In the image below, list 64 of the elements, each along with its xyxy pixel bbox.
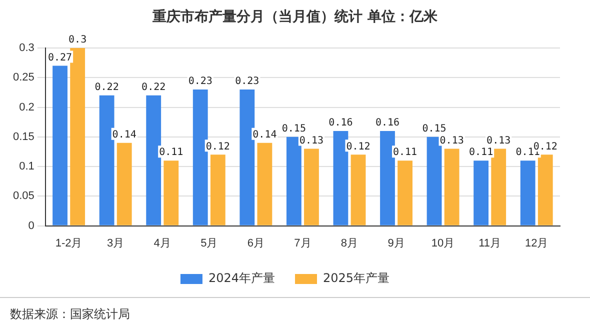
data-label: 0.15	[422, 123, 446, 134]
bar	[164, 160, 179, 226]
bar	[146, 95, 162, 226]
x-tick-label: 9月	[388, 237, 405, 250]
data-label: 0.22	[142, 82, 166, 94]
bar	[444, 148, 460, 226]
data-label: 0.11	[469, 147, 494, 158]
chart-title: 重庆市布产量分月（当月值）统计 单位：亿米	[152, 8, 438, 26]
data-label: 0.16	[375, 118, 400, 129]
bar	[52, 66, 68, 226]
source-note: 数据来源：国家统计局	[10, 306, 130, 323]
data-label: 0.22	[94, 82, 119, 94]
y-tick-label: 0.25	[12, 72, 34, 84]
bar	[520, 160, 536, 226]
bar	[538, 154, 553, 226]
legend-label: 2024年产量	[208, 271, 276, 286]
data-label: 0.14	[112, 129, 136, 140]
data-label: 0.12	[206, 141, 230, 152]
bar	[240, 89, 255, 226]
data-label: 0.11	[159, 147, 184, 158]
bar	[257, 142, 272, 226]
bar	[304, 148, 319, 226]
data-label: 0.12	[346, 141, 370, 152]
x-tick-label: 8月	[340, 237, 358, 250]
y-tick-label: 0.15	[12, 130, 34, 143]
data-label: 0.13	[486, 135, 511, 146]
data-label: 0.27	[48, 52, 72, 64]
x-tick-label: 10月	[431, 237, 455, 250]
x-tick-label: 1-2月	[55, 237, 82, 250]
data-label: 0.16	[328, 118, 353, 129]
y-tick-label: 0	[28, 220, 34, 232]
x-tick-label: 7月	[294, 237, 312, 250]
y-tick-label: 0.05	[12, 190, 34, 202]
bar	[99, 95, 114, 226]
x-tick-label: 4月	[154, 237, 171, 250]
legend-label: 2025年产量	[323, 271, 390, 286]
data-label: 0.23	[188, 76, 212, 88]
bar	[350, 154, 366, 226]
data-label: 0.23	[235, 76, 260, 88]
bar	[210, 154, 226, 226]
data-label: 0.15	[282, 123, 306, 134]
x-tick-label: 5月	[200, 237, 218, 250]
y-tick-label: 0.2	[19, 101, 34, 114]
y-tick-label: 0.3	[19, 42, 34, 54]
data-label: 0.14	[252, 129, 277, 140]
data-label: 0.13	[440, 135, 464, 146]
y-tick-label: 0.1	[19, 160, 34, 173]
x-tick-label: 6月	[247, 237, 264, 250]
data-label: 0.11	[392, 147, 418, 158]
bar	[380, 130, 395, 226]
bar	[286, 136, 302, 226]
bar	[426, 136, 442, 226]
bar	[192, 89, 208, 226]
bar	[333, 130, 348, 226]
data-label: 0.13	[299, 135, 324, 146]
x-tick-label: 11月	[478, 237, 502, 250]
x-tick-label: 3月	[107, 237, 124, 250]
bar	[116, 142, 132, 226]
bar	[70, 48, 86, 226]
bar	[398, 160, 412, 226]
bar	[474, 160, 489, 226]
x-tick-label: 12月	[524, 237, 548, 250]
data-label: 0.3	[68, 34, 87, 46]
bar	[491, 148, 506, 226]
